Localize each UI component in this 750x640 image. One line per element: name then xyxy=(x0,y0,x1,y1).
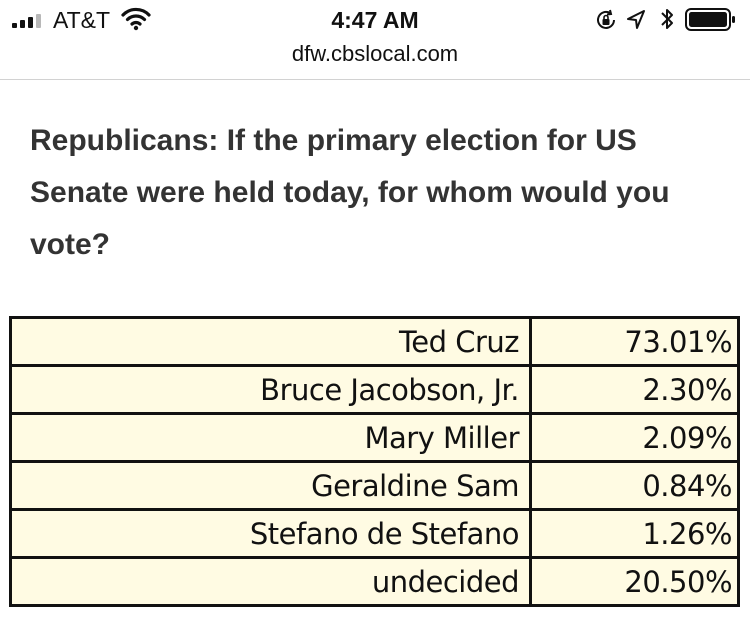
poll-question: Republicans: If the primary election for… xyxy=(30,124,670,261)
table-row: Mary Miller 2.09% xyxy=(12,415,737,463)
table-row: Geraldine Sam 0.84% xyxy=(12,463,737,511)
table-row: Stefano de Stefano 1.26% xyxy=(12,511,737,559)
candidate-percent: 73.01% xyxy=(624,325,732,359)
rotation-lock-icon xyxy=(594,8,618,37)
candidate-name: Mary Miller xyxy=(12,415,532,460)
candidate-name: Bruce Jacobson, Jr. xyxy=(12,367,532,412)
table-row: Bruce Jacobson, Jr. 2.30% xyxy=(12,367,737,415)
table-row: Ted Cruz 73.01% xyxy=(12,319,737,367)
location-arrow-icon xyxy=(626,9,646,36)
candidate-name: Ted Cruz xyxy=(12,319,532,364)
status-bar: AT&T 4:47 AM xyxy=(0,0,750,40)
candidate-percent: 20.50% xyxy=(624,565,732,599)
candidate-percent: 1.26% xyxy=(642,517,732,551)
candidate-name: Geraldine Sam xyxy=(12,463,532,508)
candidate-percent: 2.09% xyxy=(642,421,732,455)
bluetooth-icon xyxy=(659,6,675,37)
candidate-name: undecided xyxy=(12,559,532,604)
candidate-name: Stefano de Stefano xyxy=(12,511,532,556)
candidate-percent: 2.30% xyxy=(642,373,732,407)
poll-results-table: Ted Cruz 73.01% Bruce Jacobson, Jr. 2.30… xyxy=(9,316,740,607)
divider xyxy=(0,79,750,80)
address-bar-url[interactable]: dfw.cbslocal.com xyxy=(291,41,459,66)
clock: 4:47 AM xyxy=(331,7,419,33)
candidate-percent: 0.84% xyxy=(642,469,732,503)
signal-icon xyxy=(12,14,41,28)
wifi-icon xyxy=(121,7,151,36)
table-row: undecided 20.50% xyxy=(12,559,737,604)
carrier-name: AT&T xyxy=(53,7,111,33)
battery-icon xyxy=(685,8,737,37)
